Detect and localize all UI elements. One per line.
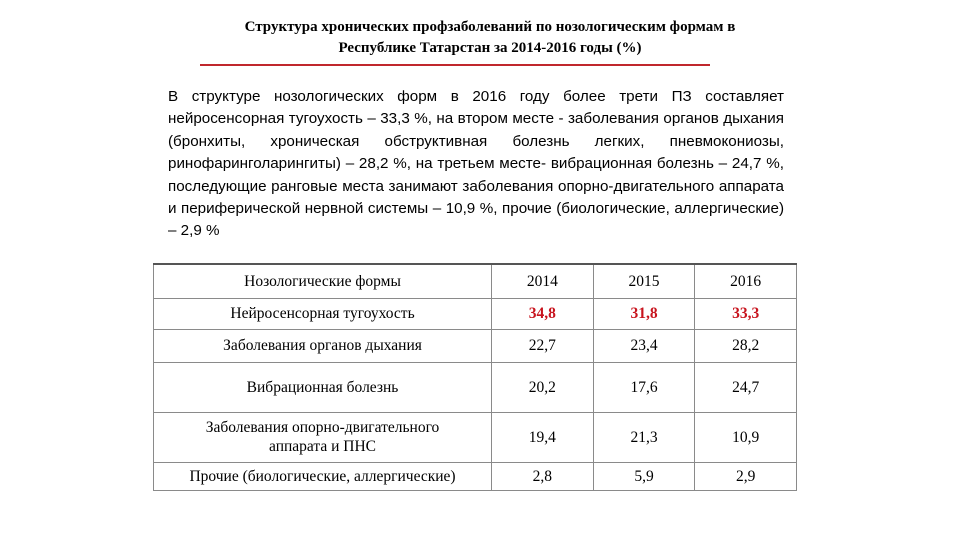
row-name: Прочие (биологические, аллергические) [152,461,493,491]
title-line-1: Структура хронических профзаболеваний по… [244,19,736,35]
table-row: Прочие (биологические, аллергические) 2,… [152,461,797,491]
row-value-2016: 28,2 [694,328,797,363]
row-value-2016: 10,9 [694,411,797,463]
row-name: Заболевания органов дыхания [152,328,493,363]
title-line-2: Республике Татарстан за 2014-2016 годы (… [338,40,642,56]
row-value-2016: 2,9 [694,461,797,491]
header-2014: 2014 [491,263,594,299]
row-value-2016: 24,7 [694,361,797,413]
title-underline [200,64,710,66]
header-2015: 2015 [592,263,696,299]
row-name: Заболевания опорно-двигательного аппарат… [152,411,493,463]
header-nosology: Нозологические формы [152,263,493,299]
table-row: Вибрационная болезнь 20,2 17,6 24,7 [152,361,797,413]
row-name-line-1: Заболевания опорно-двигательного [205,419,440,436]
table-row: Нейросенсорная тугоухость 34,8 31,8 33,3 [152,297,797,330]
row-value-2015: 5,9 [592,461,696,491]
row-value-2014: 20,2 [491,361,594,413]
row-name-line-2: аппарата и ПНС [269,438,377,455]
row-name: Вибрационная болезнь [152,361,493,413]
row-value-2014: 2,8 [491,461,594,491]
nosology-table: Нозологические формы 2014 2015 2016 Нейр… [152,263,797,491]
table-row: Заболевания органов дыхания 22,7 23,4 28… [152,328,797,363]
row-value-2014: 22,7 [491,328,594,363]
page-title: Структура хронических профзаболеваний по… [180,17,800,59]
row-value-2014: 19,4 [491,411,594,463]
row-value-2015: 31,8 [592,297,696,330]
row-value-2015: 17,6 [592,361,696,413]
summary-paragraph: В структуре нозологических форм в 2016 г… [168,88,784,240]
table-row: Заболевания опорно-двигательного аппарат… [152,411,797,463]
row-value-2016: 33,3 [694,297,797,330]
table-header-row: Нозологические формы 2014 2015 2016 [152,263,797,299]
row-value-2014: 34,8 [491,297,594,330]
row-value-2015: 21,3 [592,411,696,463]
row-name: Нейросенсорная тугоухость [152,297,493,330]
header-2016: 2016 [694,263,797,299]
row-value-2015: 23,4 [592,328,696,363]
